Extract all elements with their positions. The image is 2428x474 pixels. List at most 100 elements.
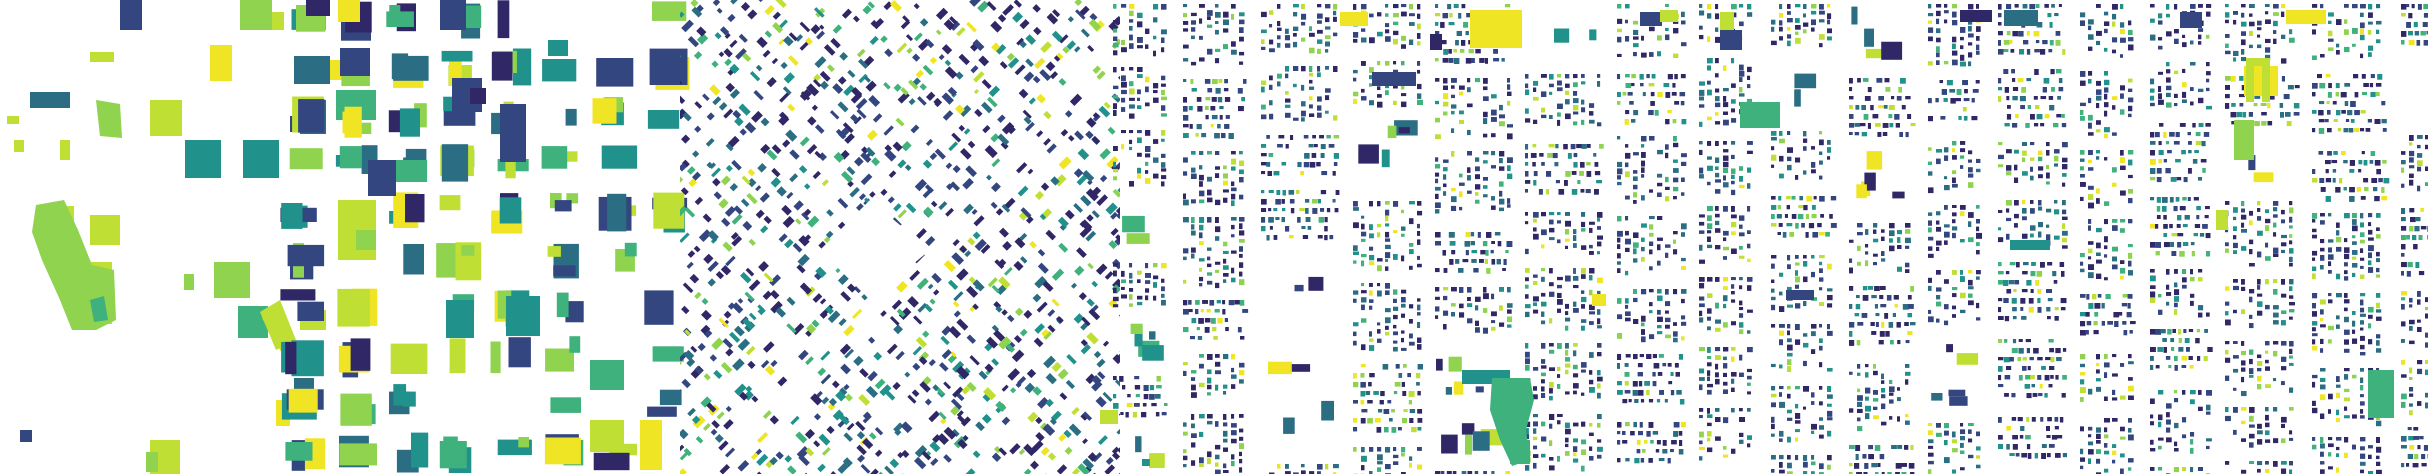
building-footprint (1648, 458, 1653, 463)
building-footprint (294, 56, 330, 84)
building-footprint (1501, 58, 1505, 62)
building-footprint (1803, 22, 1809, 27)
building-footprint (1074, 265, 1085, 276)
building-footprint (812, 79, 822, 88)
building-footprint (1889, 230, 1895, 237)
building-footprint (1309, 113, 1315, 117)
building-footprint (1361, 231, 1367, 237)
building-footprint (1183, 124, 1189, 128)
building-footprint (1873, 398, 1879, 402)
building-footprint (1888, 105, 1895, 110)
building-footprint (1316, 162, 1321, 167)
building-footprint (1453, 4, 1459, 8)
building-footprint (1968, 25, 1972, 32)
building-footprint (1771, 324, 1776, 328)
building-footprint (997, 114, 1006, 123)
building-footprint (786, 296, 796, 306)
building-footprint (1944, 205, 1948, 210)
building-footprint (1731, 174, 1735, 179)
building-footprint (1435, 241, 1441, 246)
building-footprint (1944, 279, 1949, 284)
building-footprint (1266, 162, 1271, 167)
building-footprint (1865, 244, 1869, 248)
building-footprint (1771, 416, 1775, 423)
building-footprint (1507, 204, 1511, 208)
building-footprint (1625, 171, 1630, 178)
building-footprint (1539, 153, 1544, 157)
building-footprint (1491, 471, 1495, 474)
building-footprint (1803, 471, 1808, 474)
building-footprint (1699, 121, 1703, 127)
building-footprint (723, 48, 733, 58)
building-footprint (1409, 243, 1414, 247)
building-footprint (1113, 67, 1117, 73)
building-footprint (1865, 260, 1869, 267)
building-footprint (893, 203, 902, 212)
building-footprint (1304, 153, 1310, 159)
buildings-layer (7, 0, 2428, 474)
building-footprint (907, 296, 919, 308)
building-footprint (1293, 66, 1299, 71)
building-footprint (730, 231, 739, 240)
building-footprint (1305, 199, 1310, 203)
building-footprint (1080, 413, 1088, 421)
building-footprint (1121, 279, 1126, 284)
building-footprint (1261, 208, 1267, 212)
building-footprint (776, 186, 787, 197)
building-footprint (725, 447, 736, 458)
building-footprint (1223, 430, 1228, 437)
building-footprint (1803, 455, 1808, 461)
building-footprint (769, 274, 782, 287)
building-footprint (1499, 287, 1504, 292)
building-footprint (694, 291, 702, 300)
building-footprint (1325, 17, 1330, 23)
building-footprint (1183, 106, 1188, 112)
building-footprint (1137, 279, 1141, 283)
building-footprint (1803, 301, 1807, 307)
building-footprint (908, 98, 916, 106)
building-footprint (1589, 304, 1595, 311)
building-footprint (1231, 414, 1235, 419)
building-footprint (1325, 26, 1331, 30)
building-footprint (402, 391, 416, 407)
building-footprint (1451, 110, 1455, 115)
building-footprint (1409, 418, 1414, 423)
building-footprint (1217, 97, 1223, 103)
building-footprint (1440, 471, 1445, 474)
building-footprint (1723, 446, 1727, 450)
building-footprint (1301, 84, 1305, 91)
building-footprint (931, 272, 942, 284)
building-footprint (1871, 463, 1878, 468)
building-footprint (919, 83, 927, 91)
building-footprint (1739, 224, 1743, 229)
building-footprint (1723, 102, 1729, 108)
building-footprint (1881, 403, 1886, 410)
building-footprint (1657, 289, 1662, 294)
building-footprint (883, 1, 893, 11)
building-footprint (1699, 310, 1703, 317)
building-footprint (1849, 267, 1853, 274)
building-footprint (1491, 293, 1495, 300)
building-footprint (1851, 6, 1858, 25)
building-footprint (1091, 280, 1098, 288)
building-footprint (1045, 61, 1056, 72)
building-footprint (1548, 144, 1555, 148)
building-footprint (1435, 58, 1439, 62)
building-footprint (1367, 400, 1373, 404)
building-footprint (865, 80, 877, 92)
building-footprint (1317, 112, 1322, 118)
building-footprint (681, 19, 694, 33)
building-footprint (1617, 363, 1620, 369)
building-footprint (722, 338, 733, 349)
building-footprint (1538, 189, 1543, 195)
building-footprint (1681, 42, 1687, 47)
building-footprint (1000, 141, 1009, 150)
building-footprint (1064, 446, 1073, 455)
building-footprint (725, 405, 732, 412)
building-footprint (1786, 205, 1790, 210)
building-footprint (1662, 363, 1667, 367)
building-footprint (956, 26, 966, 37)
building-footprint (1045, 229, 1056, 241)
building-footprint (1361, 409, 1368, 413)
building-footprint (1460, 49, 1465, 53)
